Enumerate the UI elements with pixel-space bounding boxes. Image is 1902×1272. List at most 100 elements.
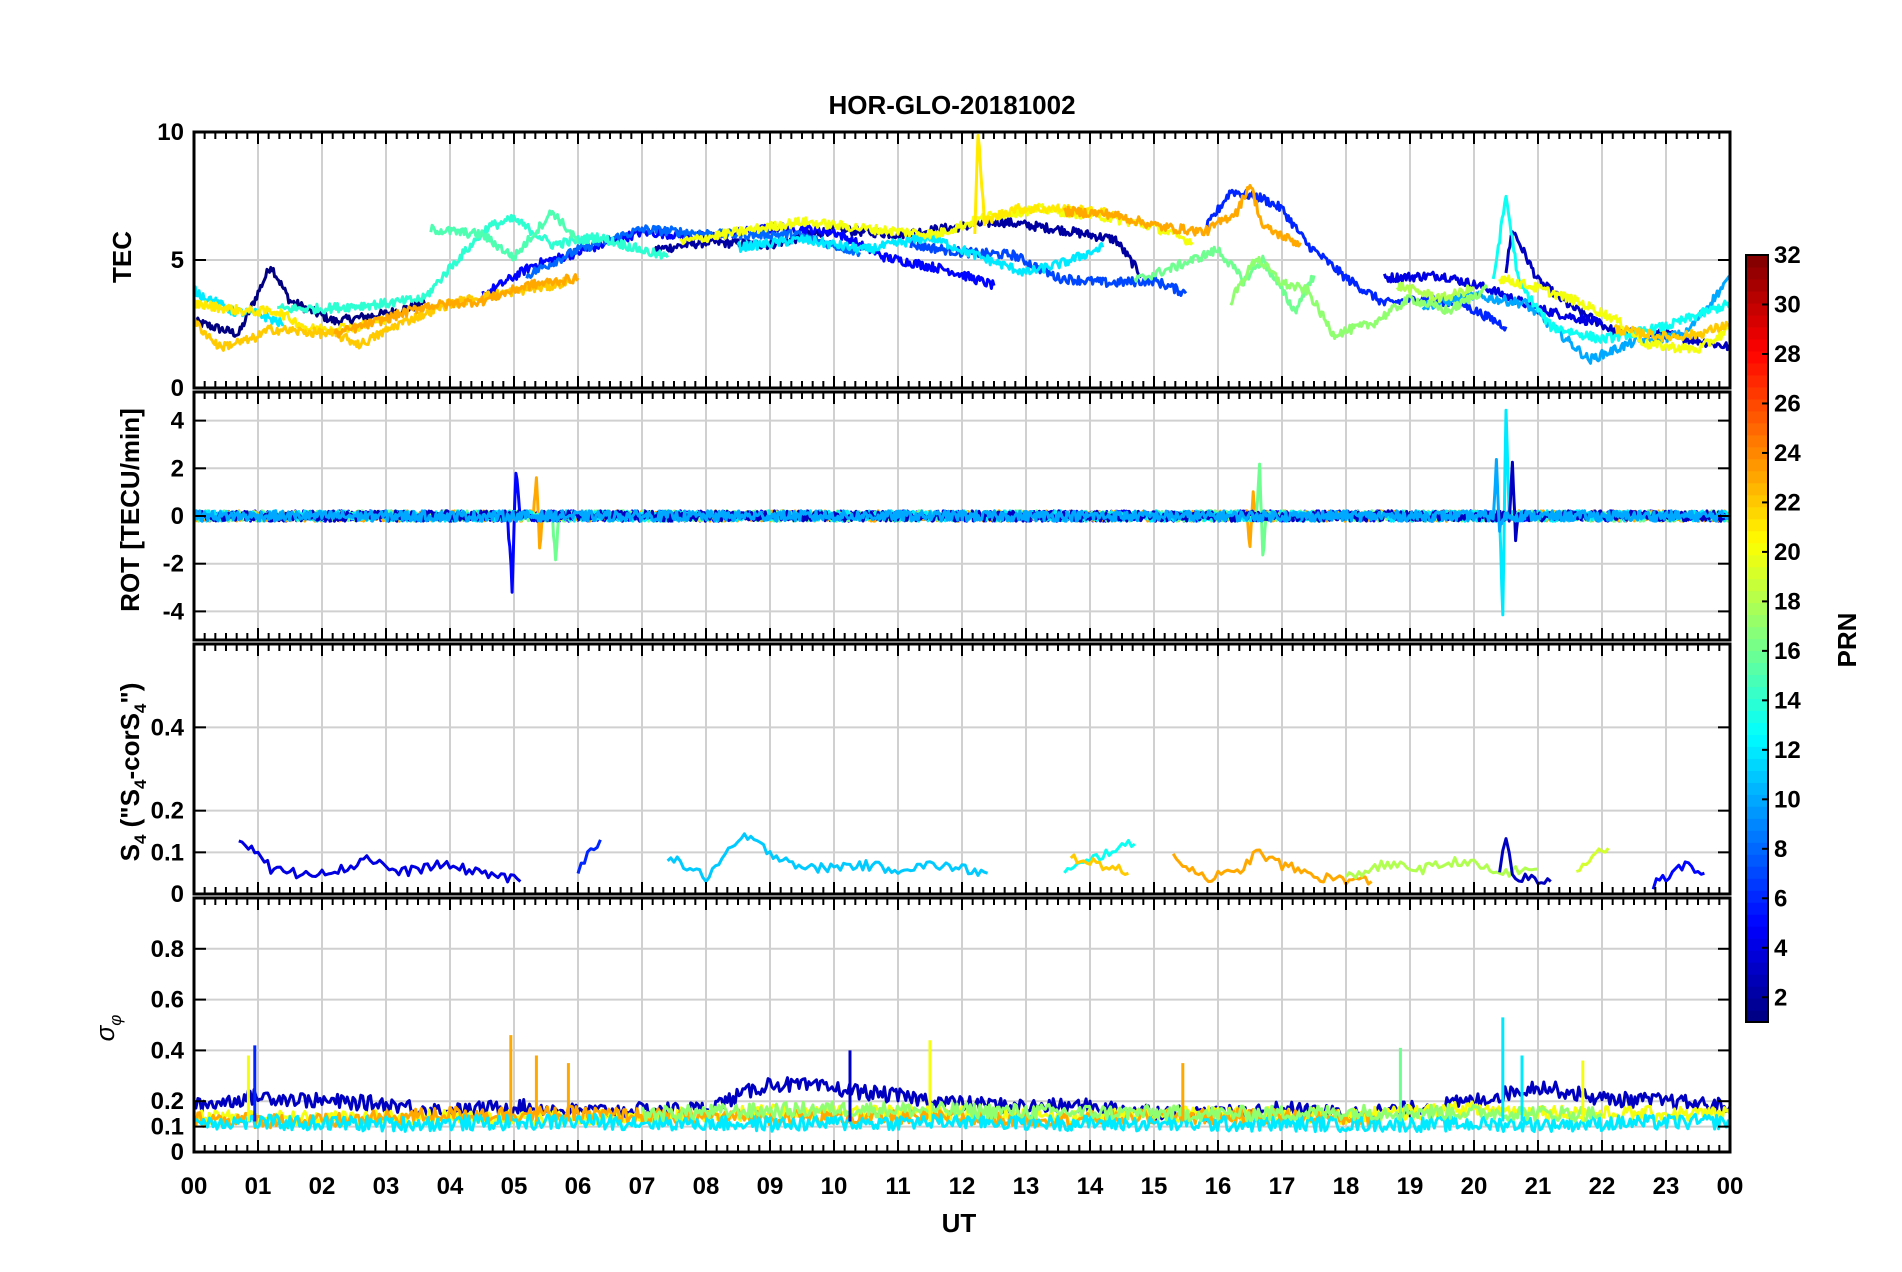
colorbar-segment — [1746, 998, 1768, 1011]
sigma_phi-series-prn-12 — [193, 1112, 1731, 1134]
colorbar-segment — [1746, 962, 1768, 975]
sigma_phi-series-group — [192, 1017, 1732, 1134]
sigma_phi-series-prn-17 — [640, 1100, 1603, 1123]
grid-layer — [194, 132, 1730, 1152]
s4-series-prn-5 — [1651, 860, 1705, 890]
rot-y-tick-label: 2 — [171, 455, 184, 482]
rot-series-prn-10 — [192, 458, 1731, 533]
colorbar-tick-label: 30 — [1774, 291, 1801, 318]
colorbar-segment — [1746, 854, 1768, 867]
s4-series-prn-18 — [1344, 856, 1539, 880]
colorbar-tick-label: 18 — [1774, 588, 1801, 615]
s4-series-prn-11 — [666, 832, 989, 883]
colorbar-segment — [1746, 398, 1768, 412]
colorbar-segment — [1746, 650, 1768, 664]
colorbar-segment — [1746, 686, 1768, 700]
x-tick-label: 04 — [437, 1173, 464, 1200]
x-tick-label: 06 — [565, 1173, 592, 1200]
colorbar-tick-label: 32 — [1774, 242, 1801, 269]
colorbar-segment — [1746, 818, 1768, 831]
rot-y-tick-label: -2 — [163, 551, 184, 578]
colorbar-tick-label: 24 — [1774, 440, 1801, 467]
x-tick-label: 00 — [181, 1173, 208, 1200]
x-tick-label: 01 — [245, 1173, 272, 1200]
data-layer — [192, 133, 1732, 1134]
colorbar-segment — [1746, 722, 1768, 735]
colorbar-segment — [1746, 662, 1768, 676]
s4-y-tick-label: 0.4 — [151, 714, 185, 741]
x-tick-label: 15 — [1141, 1173, 1168, 1200]
colorbar-segment — [1746, 830, 1768, 843]
s4-y-axis-label: S4 ("S4-corS4") — [115, 683, 150, 862]
colorbar-segment — [1746, 614, 1768, 628]
colorbar-segment — [1746, 494, 1768, 508]
rot-series-group — [192, 408, 1732, 617]
s4-series-prn-13 — [1063, 838, 1136, 874]
colorbar-segment — [1746, 734, 1768, 747]
colorbar-segment — [1746, 302, 1768, 316]
colorbar-segment — [1746, 266, 1768, 280]
x-tick-label: 12 — [949, 1173, 976, 1200]
sigma-phi-y-axis-label: σφ — [90, 1015, 125, 1042]
s4-series-prn-19 — [1575, 847, 1610, 873]
colorbar-segment — [1746, 314, 1768, 328]
colorbar-segment — [1746, 710, 1768, 723]
colorbar-tick-label: 16 — [1774, 638, 1801, 665]
x-tick-label: 16 — [1205, 1173, 1232, 1200]
tec-series-prn-13 — [1491, 194, 1732, 344]
s4-series-prn-4 — [238, 839, 522, 884]
colorbar-segment — [1746, 578, 1768, 592]
tec-series-prn-23 — [333, 273, 580, 339]
sigma_phi-y-tick-label: 0.6 — [151, 987, 184, 1014]
colorbar-segment — [1746, 878, 1768, 891]
colorbar-segment — [1746, 674, 1768, 688]
colorbar-segment — [1746, 746, 1768, 759]
tec-series-prn-23 — [1063, 183, 1302, 248]
colorbar-label: PRN — [1832, 613, 1862, 668]
colorbar-segment — [1746, 986, 1768, 999]
colorbar-tick-label: 26 — [1774, 390, 1801, 417]
rot-y-tick-label: 4 — [171, 408, 185, 435]
colorbar-segment — [1746, 410, 1768, 424]
colorbar-segment — [1746, 542, 1768, 556]
x-tick-label: 17 — [1269, 1173, 1296, 1200]
colorbar-segment — [1746, 782, 1768, 795]
tec-series-prn-16 — [1133, 245, 1316, 315]
tec-series-prn-20 — [1498, 274, 1732, 354]
s4-y-tick-label: 0 — [171, 881, 184, 908]
rot-y-tick-label: 0 — [171, 503, 184, 530]
x-tick-label: 23 — [1653, 1173, 1680, 1200]
tec-series-prn-14 — [277, 213, 669, 315]
colorbar-tick-label: 14 — [1774, 687, 1801, 714]
x-tick-label: 02 — [309, 1173, 336, 1200]
colorbar-tick-label: 28 — [1774, 341, 1801, 368]
tec-series-prn-22 — [1613, 320, 1732, 343]
x-tick-label: 10 — [821, 1173, 848, 1200]
colorbar-segment — [1746, 326, 1768, 340]
s4-series-prn-3 — [1498, 837, 1552, 886]
tec-series-group — [192, 133, 1732, 365]
tec-y-axis-label: TEC — [107, 231, 137, 283]
colorbar-segment — [1746, 482, 1768, 496]
tec-series-prn-4 — [1382, 270, 1604, 326]
x-tick-label: 05 — [501, 1173, 528, 1200]
tec-y-tick-label: 5 — [171, 247, 184, 274]
colorbar-segment — [1746, 890, 1768, 903]
sigma_phi-y-tick-label: 0.2 — [151, 1088, 184, 1115]
x-tick-label: 11 — [885, 1173, 910, 1200]
x-tick-label: 13 — [1013, 1173, 1040, 1200]
x-tick-label: 08 — [693, 1173, 720, 1200]
colorbar-segment — [1746, 950, 1768, 963]
colorbar-tick-label: 12 — [1774, 737, 1801, 764]
s4-series-prn-6 — [576, 839, 602, 874]
rot-y-axis-label: ROT [TECU/min] — [115, 408, 145, 612]
colorbar-segment — [1746, 866, 1768, 879]
sigma_phi-y-tick-label: 0.1 — [151, 1114, 184, 1141]
x-tick-label: 19 — [1397, 1173, 1424, 1200]
colorbar-segment — [1746, 770, 1768, 783]
colorbar-segment — [1746, 530, 1768, 544]
colorbar-segment — [1746, 1010, 1768, 1023]
